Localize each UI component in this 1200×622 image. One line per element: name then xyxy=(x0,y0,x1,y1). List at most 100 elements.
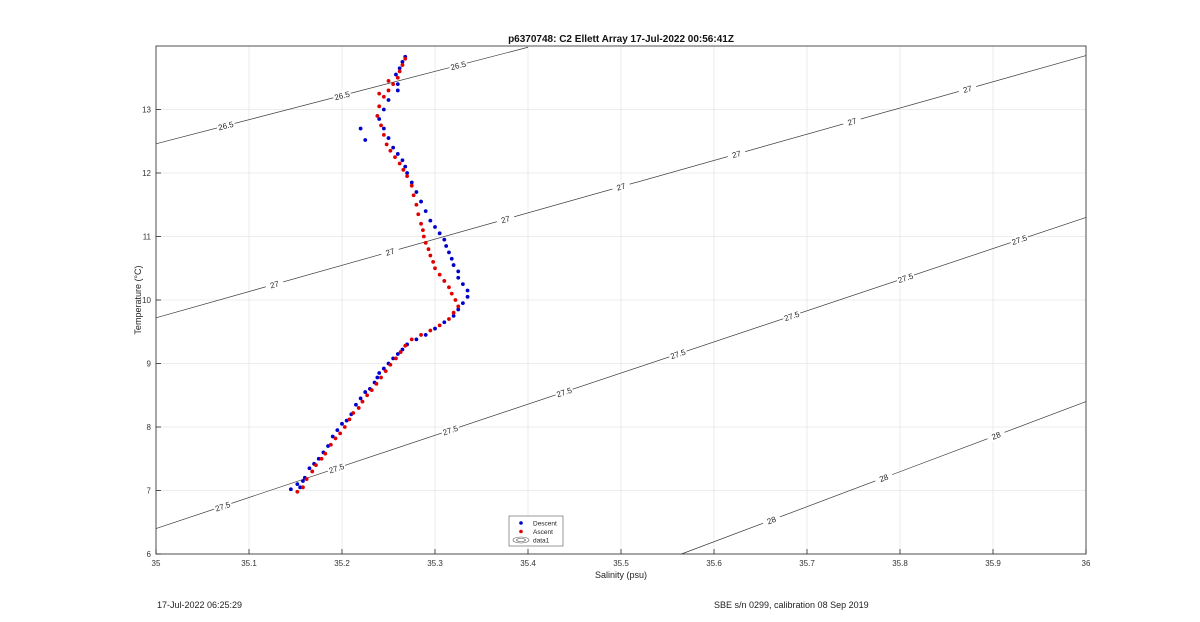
ascent-point xyxy=(426,247,431,252)
descent-point xyxy=(403,164,408,169)
ascent-point xyxy=(379,375,383,380)
ascent-point xyxy=(419,333,423,337)
ascent-point xyxy=(295,489,300,494)
descent-point xyxy=(437,231,442,236)
contour-label: 27 xyxy=(847,116,859,127)
descent-point xyxy=(400,59,405,64)
descent-point xyxy=(295,482,300,487)
y-tick-label: 6 xyxy=(147,550,152,559)
ascent-point xyxy=(351,411,356,415)
contour-label-bg xyxy=(1009,232,1030,248)
x-tick-label: 36 xyxy=(1082,559,1091,568)
descent-point xyxy=(433,326,437,331)
ascent-point xyxy=(398,350,403,354)
ascent-point xyxy=(421,228,425,233)
descent-point xyxy=(414,337,419,342)
ascent-point xyxy=(301,485,305,490)
descent-point xyxy=(395,152,400,156)
x-tick-label: 35.4 xyxy=(520,559,536,568)
descent-point xyxy=(391,356,396,361)
series-ascent xyxy=(295,56,461,494)
descent-point xyxy=(409,180,414,185)
contour-label-bg xyxy=(610,179,632,194)
ascent-point xyxy=(383,369,388,374)
descent-point xyxy=(391,145,396,150)
contour-label-bg xyxy=(873,469,894,486)
ascent-point xyxy=(338,431,343,436)
y-axis-label: Temperature (°C) xyxy=(133,265,143,334)
x-tick-label: 35.2 xyxy=(334,559,350,568)
descent-point xyxy=(423,333,428,337)
y-tick-label: 10 xyxy=(142,296,151,305)
contour-label-bg xyxy=(212,498,233,514)
ascent-point xyxy=(328,442,333,447)
descent-point xyxy=(381,126,386,131)
ascent-point xyxy=(356,406,361,410)
x-tick-label: 35.7 xyxy=(799,559,815,568)
contour-label-bg xyxy=(215,118,236,133)
descent-point xyxy=(363,138,368,142)
ascent-point xyxy=(384,142,389,147)
descent-point xyxy=(461,282,465,287)
legend-marker xyxy=(519,529,523,534)
y-tick-label: 13 xyxy=(142,106,151,115)
ascent-point xyxy=(379,123,383,128)
descent-point xyxy=(428,218,433,223)
ascent-point xyxy=(310,469,315,474)
descent-point xyxy=(358,126,363,131)
descent-point xyxy=(395,352,400,356)
x-tick-label: 35.9 xyxy=(985,559,1001,568)
contour-label-bg xyxy=(379,244,401,260)
descent-point xyxy=(363,390,368,394)
x-tick-label: 35.3 xyxy=(427,559,443,568)
ascent-point xyxy=(403,56,408,61)
contour-label: 28 xyxy=(766,515,778,527)
ascent-point xyxy=(419,221,423,226)
y-tick-label: 11 xyxy=(143,233,152,242)
ascent-point xyxy=(360,399,365,404)
descent-point xyxy=(461,301,465,306)
contour-label-bg xyxy=(761,512,782,528)
ascent-point xyxy=(400,63,405,67)
ascent-point xyxy=(451,310,456,315)
descent-point xyxy=(301,479,305,483)
contour-label-bg xyxy=(448,58,469,73)
descent-point xyxy=(456,307,461,312)
ascent-point xyxy=(456,304,461,309)
x-tick-label: 35 xyxy=(152,559,161,568)
axis-ticks: 35 35.1 35.2 35.3 35.4 35.5 35.6 35.7 35.8 35.9 36… xyxy=(142,106,1091,569)
x-tick-label: 35.6 xyxy=(706,559,722,568)
legend-label: Ascent xyxy=(533,529,553,536)
descent-point xyxy=(433,225,437,229)
ascent-point xyxy=(411,193,416,198)
contour-label-bg xyxy=(440,422,461,438)
descent-point xyxy=(405,171,409,175)
descent-point xyxy=(395,82,400,86)
contour-label-bg xyxy=(985,427,1007,444)
ascent-point xyxy=(447,317,451,321)
legend-marker xyxy=(516,538,526,542)
legend-marker xyxy=(519,521,523,525)
ascent-point xyxy=(393,155,397,160)
descent-point xyxy=(465,294,470,299)
ascent-point xyxy=(397,69,402,74)
ascent-point xyxy=(377,91,382,96)
ascent-point xyxy=(423,240,428,245)
descent-point xyxy=(394,72,398,77)
ascent-point xyxy=(304,477,309,481)
contour-label-bg xyxy=(895,270,916,286)
contour-label: 28 xyxy=(878,472,890,484)
contour-label-bg xyxy=(553,384,575,400)
descent-point xyxy=(386,98,391,102)
legend-marker xyxy=(512,536,530,544)
descent-point xyxy=(456,275,461,280)
y-tick-label: 7 xyxy=(147,487,152,496)
descent-point xyxy=(444,244,449,248)
ascent-point xyxy=(342,425,347,429)
ascent-point xyxy=(375,113,380,118)
ascent-point xyxy=(447,285,451,290)
ascent-point xyxy=(416,212,421,217)
footer-calibration: SBE s/n 0299, calibration 08 Sep 2019 xyxy=(714,600,869,610)
descent-point xyxy=(400,158,405,163)
